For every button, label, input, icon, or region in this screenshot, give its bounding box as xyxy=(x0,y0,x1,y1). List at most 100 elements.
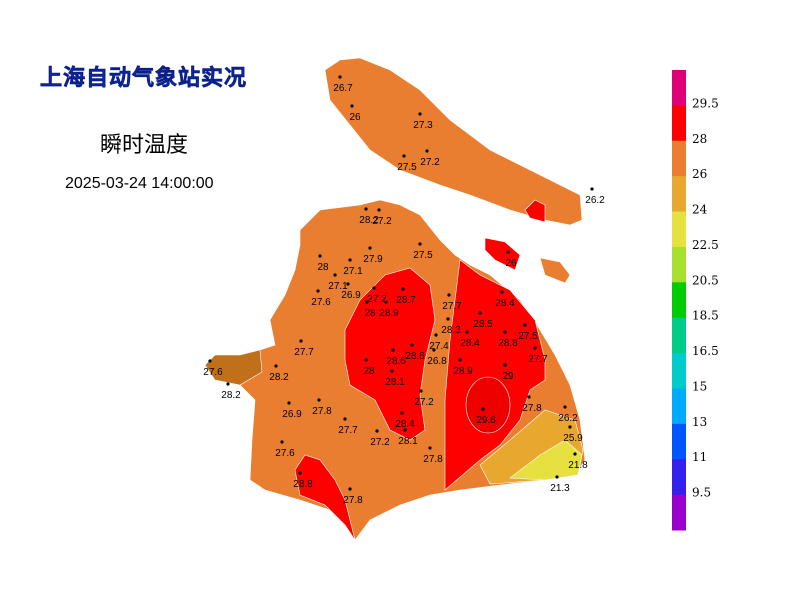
station-dot xyxy=(410,343,414,347)
warm-zone xyxy=(444,259,546,491)
station-value: 28.9 xyxy=(379,308,399,319)
station-value: 27.2 xyxy=(420,157,440,168)
station-value: 27.6 xyxy=(311,297,331,308)
station-dot xyxy=(418,112,422,116)
map-shapes xyxy=(204,57,586,541)
station-dot xyxy=(208,359,212,363)
chongming xyxy=(324,57,583,226)
station-value: 28 xyxy=(364,308,376,319)
legend-label: 11 xyxy=(692,450,707,464)
station-dot xyxy=(402,154,406,158)
station-dot xyxy=(506,250,510,254)
station-value: 28.8 xyxy=(293,479,313,490)
station-dot xyxy=(428,446,432,450)
station-value: 28 xyxy=(363,366,375,377)
station-value: 27.6 xyxy=(203,367,223,378)
station-dot xyxy=(298,471,302,475)
legend-swatch xyxy=(672,105,686,142)
station-dot xyxy=(434,333,438,337)
station-value: 28.4 xyxy=(460,338,480,349)
station-dot xyxy=(401,287,405,291)
station-dot xyxy=(481,407,485,411)
legend-swatch xyxy=(672,388,686,425)
station-dot xyxy=(503,363,507,367)
island xyxy=(484,237,521,271)
station-dot xyxy=(350,104,354,108)
station-dot xyxy=(555,475,559,479)
station-dot xyxy=(226,382,230,386)
station-value: 27.7 xyxy=(528,354,548,365)
station-dot xyxy=(590,187,594,191)
station-dot xyxy=(425,149,429,153)
station-value: 28.2 xyxy=(359,215,379,226)
station-value: 28.7 xyxy=(396,295,416,306)
legend-swatch xyxy=(672,494,686,531)
station-dot xyxy=(287,401,291,405)
station-value: 27.2 xyxy=(372,216,392,227)
subtitle: 瞬时温度 xyxy=(100,133,188,158)
station-value: 27.2 xyxy=(370,437,390,448)
station-value: 28.3 xyxy=(441,325,461,336)
station-dot xyxy=(338,75,342,79)
station-dot xyxy=(348,258,352,262)
station-dot xyxy=(400,411,404,415)
title: 上海自动气象站实况 xyxy=(40,65,247,91)
station-value: 27.7 xyxy=(442,301,462,312)
station-dot xyxy=(458,358,462,362)
legend-swatch xyxy=(672,317,686,354)
station-value: 27.5 xyxy=(518,331,538,342)
station-dot xyxy=(343,417,347,421)
station-value: 26.9 xyxy=(341,290,361,301)
warm-zone xyxy=(344,267,436,441)
legend-label: 24 xyxy=(692,203,708,217)
legend-label: 13 xyxy=(692,415,707,429)
station-value: 27.8 xyxy=(423,454,443,465)
station-value: 28.1 xyxy=(398,436,418,447)
west-zone xyxy=(204,349,263,386)
station-dot xyxy=(500,290,504,294)
legend-swatch xyxy=(672,459,686,496)
station-dot xyxy=(280,440,284,444)
station-value: 28.2 xyxy=(221,390,241,401)
station-dot xyxy=(317,398,321,402)
station-dot xyxy=(346,282,350,286)
station-value: 25.9 xyxy=(563,433,583,444)
station-value: 28.5 xyxy=(473,319,493,330)
timestamp: 2025-03-24 14:00:00 xyxy=(65,175,214,192)
station-dot xyxy=(568,425,572,429)
legend-label: 26 xyxy=(692,167,707,181)
station-value: 27.3 xyxy=(413,120,433,131)
station-dot xyxy=(375,429,379,433)
station-dot xyxy=(377,208,381,212)
station-dot xyxy=(527,395,531,399)
station-value: 26 xyxy=(349,112,361,123)
legend-swatch xyxy=(672,423,686,460)
station-dot xyxy=(365,300,369,304)
station-value: 26.2 xyxy=(585,195,605,206)
station-value: 21.8 xyxy=(568,460,588,471)
station-value: 27.9 xyxy=(363,254,383,265)
station-value: 27.2 xyxy=(414,397,434,408)
legend-label: 9.5 xyxy=(692,486,711,500)
station-value: 28.4 xyxy=(495,298,515,309)
cool-zone xyxy=(509,439,583,481)
legend: 29.5 28 26 24 22.5 20.5 18.5 16.5 15 13 11 9.5 xyxy=(672,70,719,531)
station-value: 26.2 xyxy=(558,413,578,424)
station-dot xyxy=(446,317,450,321)
station-value: 26.9 xyxy=(282,409,302,420)
station-value: 28 xyxy=(317,262,329,273)
legend-label: 16.5 xyxy=(692,344,719,358)
station-dot xyxy=(478,311,482,315)
station-dot xyxy=(523,323,527,327)
station-dot xyxy=(364,358,368,362)
station-dot xyxy=(299,339,303,343)
station-value: 27.5 xyxy=(413,250,433,261)
station-dot xyxy=(274,364,278,368)
station-dot xyxy=(533,346,537,350)
station-dot xyxy=(447,293,451,297)
station-value: 28.8 xyxy=(498,338,518,349)
station-dot xyxy=(348,487,352,491)
station-value: 27.6 xyxy=(275,448,295,459)
